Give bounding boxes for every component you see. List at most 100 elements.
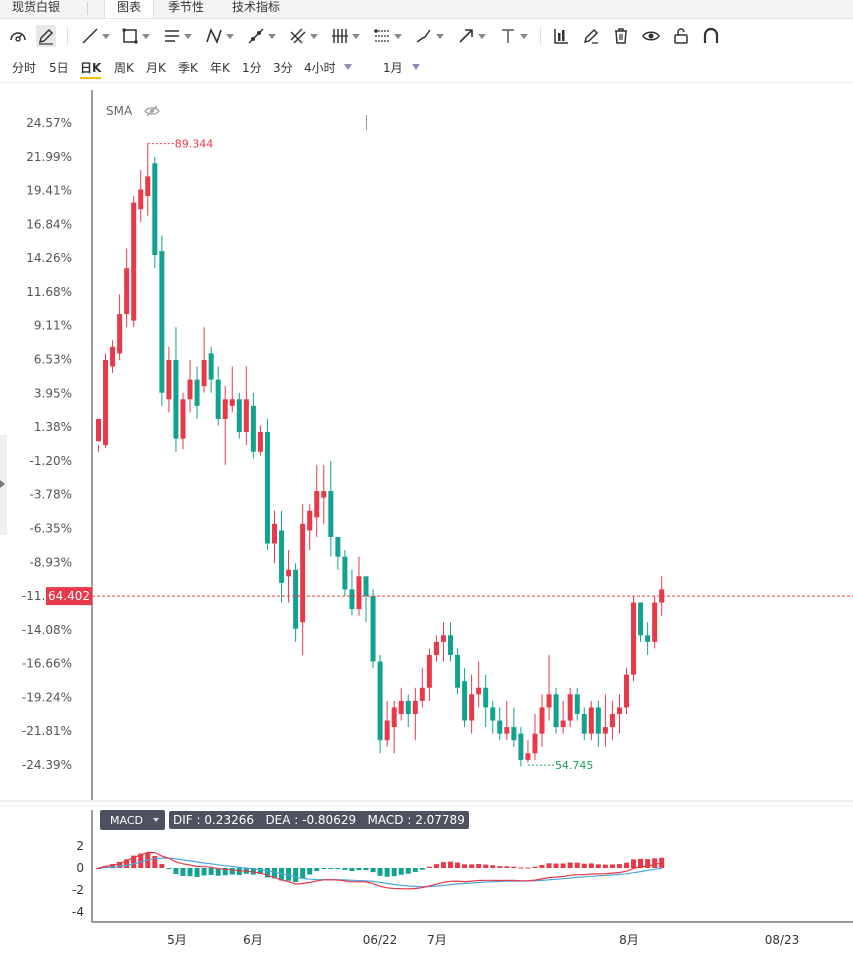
fork-icon[interactable] (288, 25, 318, 47)
current-price-label: 64.402 (48, 589, 90, 603)
candle-body (616, 707, 622, 714)
rectangle-icon[interactable] (120, 25, 150, 47)
candlestick-chart[interactable]: SMA 24.57% 21.99% 19.41% 16.84% 14.26% 11.68%… (0, 90, 853, 802)
macd-bar (560, 863, 566, 868)
tab-technical[interactable]: 技术指标 (232, 0, 281, 14)
tab-spot-silver[interactable]: 现货白银 (12, 0, 61, 14)
y-tick-label: 19.41% (26, 184, 72, 198)
range-caret-icon[interactable] (412, 64, 420, 70)
period-4hour[interactable]: 4小时 (304, 61, 336, 75)
candle-body (321, 491, 327, 498)
lock-icon[interactable] (671, 25, 691, 47)
trash-icon[interactable] (611, 25, 631, 47)
macd-chart[interactable]: 2 0 -2 -4 5月 6月 06/22 7月 8月 08/23 (0, 805, 853, 954)
macd-bar (602, 864, 608, 868)
pencil-icon[interactable] (36, 25, 56, 47)
period-5day[interactable]: 5日 (49, 61, 69, 75)
macd-bar (363, 868, 369, 871)
candle-body (469, 694, 475, 721)
chevron-down-icon (153, 818, 159, 822)
candle-body (124, 268, 130, 315)
period-time-sharing[interactable]: 分时 (12, 61, 37, 75)
macd-bar (624, 862, 629, 868)
period-selector: 分时 5日 日K 周K 月K 季K 年K 1分 3分 4小时 1月 (0, 56, 853, 130)
macd-bar (567, 862, 573, 868)
pattern-icon[interactable] (204, 25, 234, 47)
macd-bar (236, 868, 242, 876)
macd-bar (588, 863, 594, 868)
period-1min[interactable]: 1分 (242, 61, 262, 75)
line-icon[interactable] (80, 25, 110, 47)
macd-bar (546, 863, 552, 868)
candle-body (152, 163, 158, 256)
macd-bar (124, 859, 130, 868)
tab-seasonality[interactable]: 季节性 (168, 0, 205, 14)
dea-value: -0.80629 (302, 813, 357, 827)
macd-bar (356, 868, 362, 871)
macd-value: 2.07789 (415, 813, 465, 827)
high-marker-label: 89.344 (175, 138, 214, 151)
macd-bar (440, 862, 446, 868)
period-quarterly[interactable]: 季K (178, 61, 198, 75)
period-3min[interactable]: 3分 (273, 61, 293, 75)
candle-body (581, 713, 587, 734)
macd-bar (645, 859, 651, 868)
macd-bar (307, 868, 313, 875)
drawing-toolbar (0, 20, 853, 52)
eye-hidden-icon[interactable] (144, 105, 160, 117)
macd-bar (138, 853, 144, 868)
macd-bar (511, 866, 517, 868)
brush-icon[interactable] (414, 25, 444, 47)
y-tick-label: -14.08% (22, 623, 72, 637)
candle-body (377, 661, 383, 741)
candle-body (567, 694, 573, 721)
period-more-caret-icon[interactable] (344, 64, 352, 70)
tab-chart[interactable]: 图表 (104, 0, 155, 18)
macd-bar (201, 868, 207, 876)
range-select[interactable]: 1月 (383, 61, 403, 75)
y-tick-label: -19.24% (22, 690, 72, 704)
sma-indicator-label[interactable]: SMA (106, 104, 133, 118)
eye-icon[interactable] (641, 25, 661, 47)
macd-histogram (96, 852, 665, 883)
period-monthly[interactable]: 月K (146, 61, 166, 75)
candle-body (342, 556, 348, 590)
macd-bar (490, 865, 496, 868)
measure-icon[interactable] (551, 25, 571, 47)
candle-body (412, 700, 418, 714)
candle-body (257, 432, 263, 452)
candle-body (145, 176, 151, 197)
ray-icon[interactable] (246, 25, 276, 47)
parallel-lines-icon[interactable] (162, 25, 192, 47)
macd-bar (194, 868, 200, 878)
macd-bar (300, 868, 306, 879)
macd-bar (110, 864, 116, 868)
magnet-icon[interactable] (701, 25, 721, 47)
candles (96, 143, 665, 767)
text-icon[interactable] (498, 25, 528, 47)
candle-body (335, 536, 341, 557)
edit-icon[interactable] (581, 25, 601, 47)
candle-body (166, 359, 172, 400)
macd-bar (173, 868, 179, 874)
candle-body (659, 589, 665, 603)
y-tick-label: 3.95% (34, 386, 72, 400)
candle-body (433, 641, 439, 655)
candle-body (448, 635, 453, 655)
candle-body (286, 569, 292, 577)
speedometer-icon[interactable] (8, 25, 28, 47)
macd-bar (616, 864, 622, 868)
candle-body (602, 727, 608, 734)
fib-icon[interactable] (372, 25, 402, 47)
collapse-arrow-icon[interactable] (0, 480, 5, 488)
period-weekly[interactable]: 周K (114, 61, 134, 75)
macd-values: DIF : 0.23266 DEA : -0.80629 MACD : 2.07… (169, 811, 469, 829)
macd-label-text: MACD (367, 813, 404, 827)
period-yearly[interactable]: 年K (210, 61, 230, 75)
candle-body (405, 700, 411, 714)
macd-bar (349, 868, 355, 872)
vertical-lines-icon[interactable] (330, 25, 360, 47)
macd-indicator-select[interactable]: MACD (100, 810, 165, 830)
arrow-icon[interactable] (456, 25, 486, 47)
period-daily[interactable]: 日K (80, 59, 102, 79)
